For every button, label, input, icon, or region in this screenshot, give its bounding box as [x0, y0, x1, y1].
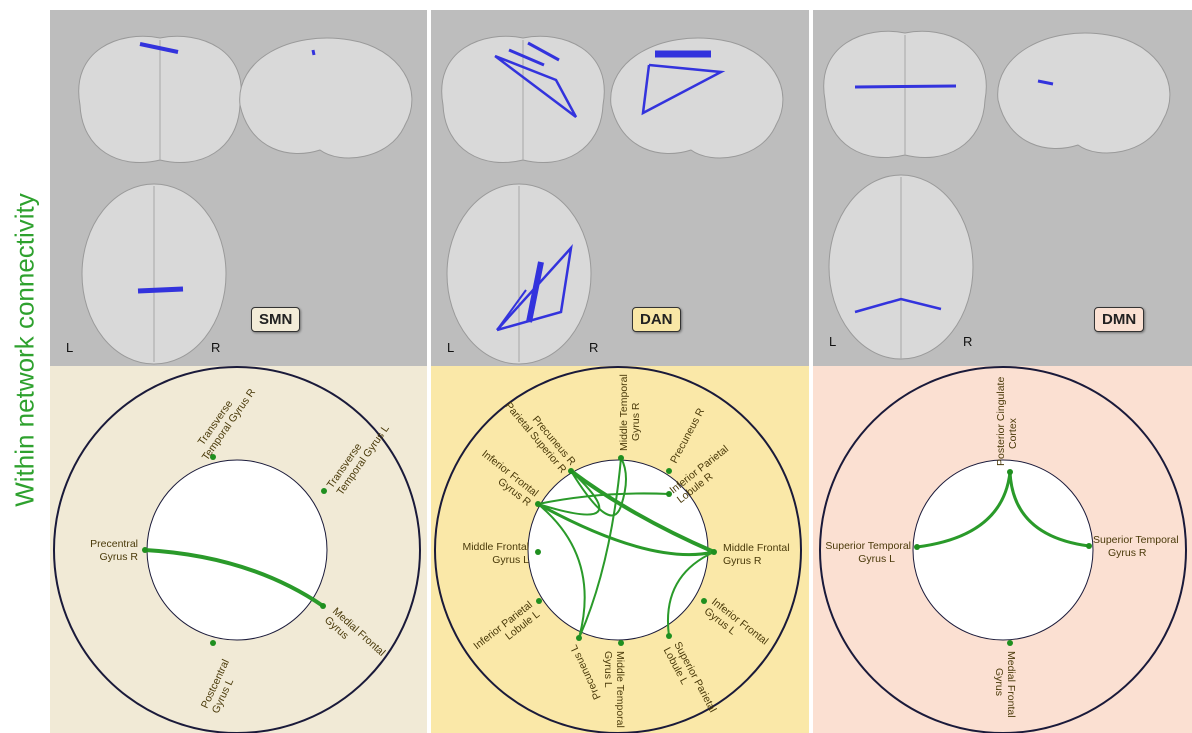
dmn-brain-views	[823, 30, 1171, 360]
node-medial-frontal	[1007, 640, 1013, 646]
label-precentral-r: Precentral Gyrus R	[90, 538, 138, 563]
dmn-edge-sagittal	[1037, 79, 1054, 86]
left-marker: L	[829, 334, 837, 349]
label-pcc: Posterior CingulateCortex	[995, 377, 1019, 466]
node-transverse-temporal-l	[321, 488, 327, 494]
smn-brain-panel: L R SMN	[50, 10, 427, 366]
node-transverse-temporal-r	[210, 454, 216, 460]
label-mtg-r: Middle TemporalGyrus R	[618, 374, 642, 451]
dmn-connectogram-panel: Posterior CingulateCortex Superior Tempo…	[813, 366, 1192, 733]
axial-brain-view	[446, 183, 592, 365]
dmn-edge-axial	[854, 297, 942, 314]
axial-brain-view	[828, 174, 974, 360]
smn-label: SMN	[251, 307, 301, 332]
dan-edges-axial	[496, 244, 573, 332]
coronal-brain-view	[441, 35, 605, 164]
dan-edges-coronal	[494, 41, 578, 118]
label-mfg-l: Middle Frontal Gyrus L	[462, 541, 529, 566]
smn-edge-sagittal	[311, 49, 316, 56]
dan-conn-7	[667, 551, 715, 637]
smn-connection-precentral-medialfrontal	[144, 548, 325, 608]
dan-conn-6	[537, 502, 715, 557]
dan-edges-sagittal	[641, 50, 726, 116]
dmn-edge-coronal	[854, 84, 957, 89]
coronal-brain-view	[78, 35, 242, 164]
dan-conn-4	[578, 457, 622, 639]
label-medial-frontal: Medial FrontalGyrus	[993, 651, 1017, 718]
dmn-connectogram: Posterior CingulateCortex Superior Tempo…	[819, 366, 1187, 733]
dmn-conn-pcc-stg-r	[1008, 471, 1090, 548]
label-stg-l: Superior Temporal Gyrus L	[825, 540, 911, 565]
sagittal-brain-view	[610, 37, 784, 159]
dan-conn-5	[537, 503, 586, 639]
dan-conn-8	[570, 457, 627, 517]
dan-connectogram: Middle TemporalGyrus R Precuneus R Infer…	[434, 366, 802, 733]
label-mtg-l: Middle TemporalGyrus L	[602, 651, 626, 728]
smn-brain-views	[78, 35, 413, 365]
side-title-text: Within network connectivity	[9, 193, 40, 507]
dan-connectogram-panel: Middle TemporalGyrus R Precuneus R Infer…	[431, 366, 809, 733]
node-pcc	[1007, 469, 1013, 475]
left-marker: L	[66, 340, 74, 355]
node-precentral-r	[142, 547, 148, 553]
right-marker: R	[211, 340, 221, 355]
right-marker: R	[963, 334, 973, 349]
smn-edge-axial	[137, 286, 184, 294]
axial-brain-view	[81, 183, 227, 365]
dmn-conn-pcc-stg-l	[916, 471, 1012, 549]
coronal-brain-view	[823, 30, 987, 159]
sagittal-brain-view	[239, 37, 413, 159]
label-mfg-r: Middle Frontal Gyrus R	[723, 542, 790, 567]
dan-conn-1	[569, 469, 715, 554]
smn-connectogram-panel: TransverseTemporal Gyrus R TransverseTem…	[50, 366, 427, 733]
left-marker: L	[447, 340, 455, 355]
node-medial-frontal	[320, 603, 326, 609]
side-title: Within network connectivity	[0, 0, 50, 733]
node-stg-l	[914, 544, 920, 550]
smn-edge-coronal	[139, 42, 179, 54]
right-marker: R	[589, 340, 599, 355]
label-stg-r: Superior Temporal Gyrus R	[1093, 534, 1179, 559]
dan-conn-3	[537, 470, 601, 516]
sagittal-brain-view	[997, 32, 1171, 154]
dmn-label: DMN	[1094, 307, 1145, 332]
dan-label: DAN	[632, 307, 681, 332]
smn-connectogram: TransverseTemporal Gyrus R TransverseTem…	[53, 366, 421, 733]
node-stg-r	[1086, 543, 1092, 549]
dan-brain-views	[441, 35, 784, 365]
dan-brain-panel: L R DAN	[431, 10, 809, 366]
dan-conn-2	[537, 492, 670, 505]
dmn-brain-panel: L R DMN	[813, 10, 1192, 366]
node-postcentral-l	[210, 640, 216, 646]
